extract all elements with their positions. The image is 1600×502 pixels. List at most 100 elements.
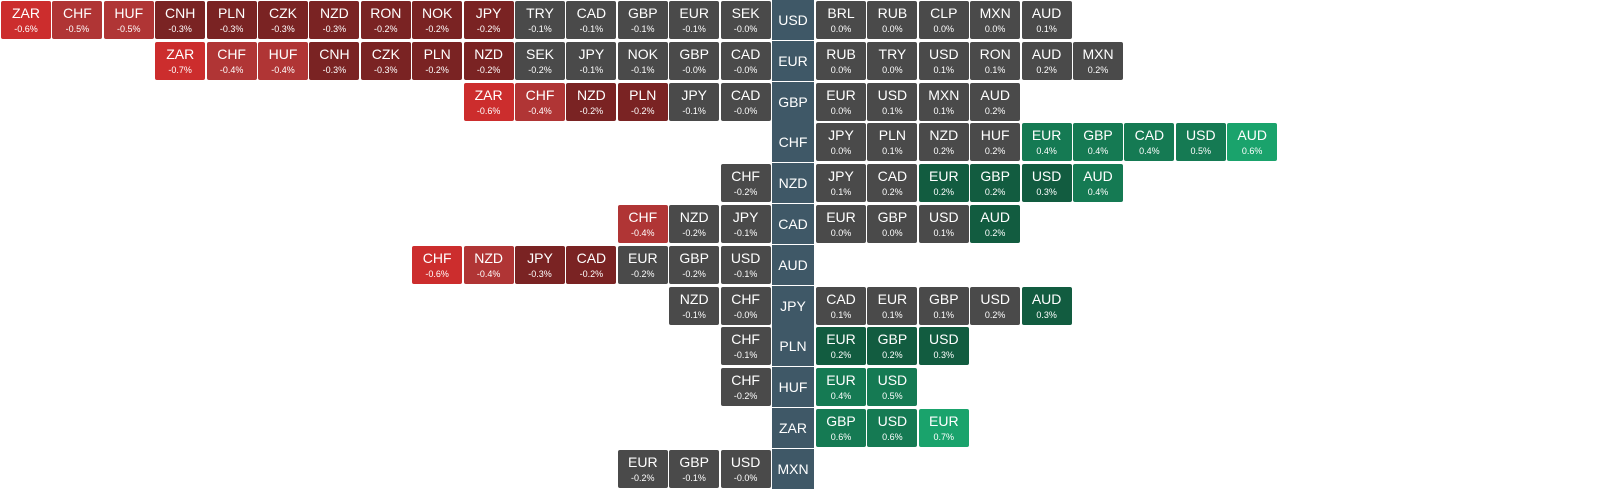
pair-tile-chf[interactable]: CHF -0.4% [206, 41, 257, 80]
pair-tile-usd[interactable]: USD 0.5% [1175, 123, 1226, 162]
pair-tile-sek[interactable]: SEK -0.2% [515, 41, 565, 80]
pair-tile-cad[interactable]: CAD 0.4% [1124, 123, 1175, 162]
pair-tile-gbp[interactable]: GBP 0.2% [970, 164, 1021, 203]
pair-tile-pln[interactable]: PLN -0.3% [206, 1, 257, 39]
pair-tile-eur[interactable]: EUR 0.2% [918, 164, 969, 203]
pair-tile-gbp[interactable]: GBP -0.0% [669, 41, 720, 80]
pair-tile-eur[interactable]: EUR 0.7% [918, 409, 969, 447]
pair-tile-usd[interactable]: USD 0.1% [918, 41, 969, 80]
pair-tile-try[interactable]: TRY 0.0% [867, 41, 918, 80]
pair-tile-usd[interactable]: USD 0.6% [867, 409, 918, 447]
pair-tile-zar[interactable]: ZAR -0.6% [463, 82, 514, 121]
pair-tile-eur[interactable]: EUR 0.0% [816, 205, 866, 243]
pair-symbol: CHF [731, 372, 760, 389]
pair-tile-eur[interactable]: EUR 0.4% [816, 368, 866, 407]
pair-tile-czk[interactable]: CZK -0.3% [258, 1, 308, 39]
pair-tile-jpy[interactable]: JPY 0.1% [816, 164, 866, 203]
pair-tile-gbp[interactable]: GBP -0.2% [669, 245, 720, 284]
pair-tile-cad[interactable]: CAD -0.0% [720, 41, 771, 80]
pair-tile-gbp[interactable]: GBP 0.0% [867, 205, 918, 243]
pair-tile-usd[interactable]: USD 0.1% [918, 205, 969, 243]
pair-tile-usd[interactable]: USD -0.0% [720, 449, 771, 488]
pair-tile-aud[interactable]: AUD 0.2% [970, 82, 1021, 121]
pair-tile-rub[interactable]: RUB 0.0% [867, 1, 918, 39]
pair-tile-eur[interactable]: EUR -0.2% [617, 449, 668, 488]
pair-tile-eur[interactable]: EUR 0.2% [816, 327, 866, 366]
pair-tile-aud[interactable]: AUD 0.1% [1021, 1, 1072, 39]
pair-tile-nzd[interactable]: NZD -0.2% [566, 82, 617, 121]
pair-tile-cnh[interactable]: CNH -0.3% [155, 1, 206, 39]
pair-tile-rub[interactable]: RUB 0.0% [816, 41, 866, 80]
pair-tile-nok[interactable]: NOK -0.2% [412, 1, 463, 39]
pair-tile-huf[interactable]: HUF -0.4% [258, 41, 308, 80]
pair-tile-ron[interactable]: RON 0.1% [970, 41, 1021, 80]
pair-tile-nzd[interactable]: NZD 0.2% [918, 123, 969, 162]
pair-tile-chf[interactable]: CHF -0.5% [52, 1, 103, 39]
pair-tile-usd[interactable]: USD -0.1% [720, 245, 771, 284]
pair-tile-aud[interactable]: AUD 0.6% [1227, 123, 1278, 162]
pair-tile-mxn[interactable]: MXN 0.2% [1073, 41, 1123, 80]
pair-tile-zar[interactable]: ZAR -0.7% [155, 41, 206, 80]
pair-tile-chf[interactable]: CHF -0.0% [720, 286, 771, 325]
pair-tile-gbp[interactable]: GBP -0.1% [669, 449, 720, 488]
pair-tile-nzd[interactable]: NZD -0.2% [669, 205, 720, 243]
pair-tile-chf[interactable]: CHF -0.4% [515, 82, 565, 121]
pair-change: 0.5% [1190, 146, 1212, 157]
pair-tile-nzd[interactable]: NZD -0.3% [309, 1, 360, 39]
pair-tile-cad[interactable]: CAD -0.1% [566, 1, 617, 39]
pair-tile-gbp[interactable]: GBP 0.2% [867, 327, 918, 366]
pair-tile-try[interactable]: TRY -0.1% [515, 1, 565, 39]
pair-tile-czk[interactable]: CZK -0.3% [360, 41, 411, 80]
pair-tile-chf[interactable]: CHF -0.1% [720, 327, 771, 366]
pair-tile-jpy[interactable]: JPY -0.1% [720, 205, 771, 243]
pair-tile-brl[interactable]: BRL 0.0% [816, 1, 866, 39]
pair-tile-aud[interactable]: AUD 0.2% [970, 205, 1021, 243]
pair-tile-chf[interactable]: CHF -0.2% [720, 368, 771, 407]
pair-tile-cad[interactable]: CAD -0.2% [566, 245, 617, 284]
pair-tile-chf[interactable]: CHF -0.4% [617, 205, 668, 243]
pair-tile-gbp[interactable]: GBP -0.1% [617, 1, 668, 39]
pair-tile-gbp[interactable]: GBP 0.6% [816, 409, 866, 447]
pair-tile-eur[interactable]: EUR 0.4% [1021, 123, 1072, 162]
pair-tile-aud[interactable]: AUD 0.3% [1021, 286, 1072, 325]
pair-tile-cad[interactable]: CAD 0.1% [816, 286, 866, 325]
pair-tile-aud[interactable]: AUD 0.2% [1021, 41, 1072, 80]
pair-tile-pln[interactable]: PLN -0.2% [412, 41, 463, 80]
pair-tile-huf[interactable]: HUF 0.2% [970, 123, 1021, 162]
pair-tile-usd[interactable]: USD 0.1% [867, 82, 918, 121]
pair-tile-jpy[interactable]: JPY -0.3% [515, 245, 565, 284]
pair-tile-nzd[interactable]: NZD -0.4% [463, 245, 514, 284]
pair-tile-eur[interactable]: EUR 0.1% [867, 286, 918, 325]
pair-tile-cad[interactable]: CAD -0.0% [720, 82, 771, 121]
pair-tile-sek[interactable]: SEK -0.0% [720, 1, 771, 39]
pair-tile-pln[interactable]: PLN 0.1% [867, 123, 918, 162]
pair-tile-chf[interactable]: CHF -0.6% [412, 245, 463, 284]
pair-tile-eur[interactable]: EUR 0.0% [816, 82, 866, 121]
pair-tile-mxn[interactable]: MXN 0.1% [918, 82, 969, 121]
pair-tile-pln[interactable]: PLN -0.2% [617, 82, 668, 121]
pair-tile-gbp[interactable]: GBP 0.1% [918, 286, 969, 325]
pair-tile-chf[interactable]: CHF -0.2% [720, 164, 771, 203]
pair-tile-usd[interactable]: USD 0.5% [867, 368, 918, 407]
pair-tile-jpy[interactable]: JPY -0.1% [566, 41, 617, 80]
pair-tile-eur[interactable]: EUR -0.2% [617, 245, 668, 284]
pair-tile-cad[interactable]: CAD 0.2% [867, 164, 918, 203]
pair-tile-usd[interactable]: USD 0.2% [970, 286, 1021, 325]
pair-tile-jpy[interactable]: JPY -0.2% [463, 1, 514, 39]
pair-tile-nzd[interactable]: NZD -0.2% [463, 41, 514, 80]
pair-tile-clp[interactable]: CLP 0.0% [918, 1, 969, 39]
pair-tile-ron[interactable]: RON -0.2% [360, 1, 411, 39]
pair-tile-nok[interactable]: NOK -0.1% [617, 41, 668, 80]
pair-tile-eur[interactable]: EUR -0.1% [669, 1, 720, 39]
pair-tile-jpy[interactable]: JPY 0.0% [816, 123, 866, 162]
pair-tile-jpy[interactable]: JPY -0.1% [669, 82, 720, 121]
pair-tile-aud[interactable]: AUD 0.4% [1073, 164, 1123, 203]
pair-tile-zar[interactable]: ZAR -0.6% [1, 1, 51, 39]
pair-tile-gbp[interactable]: GBP 0.4% [1073, 123, 1123, 162]
pair-tile-nzd[interactable]: NZD -0.1% [669, 286, 720, 325]
pair-tile-usd[interactable]: USD 0.3% [918, 327, 969, 366]
pair-tile-usd[interactable]: USD 0.3% [1021, 164, 1072, 203]
pair-tile-huf[interactable]: HUF -0.5% [103, 1, 154, 39]
pair-tile-mxn[interactable]: MXN 0.0% [970, 1, 1021, 39]
pair-tile-cnh[interactable]: CNH -0.3% [309, 41, 360, 80]
